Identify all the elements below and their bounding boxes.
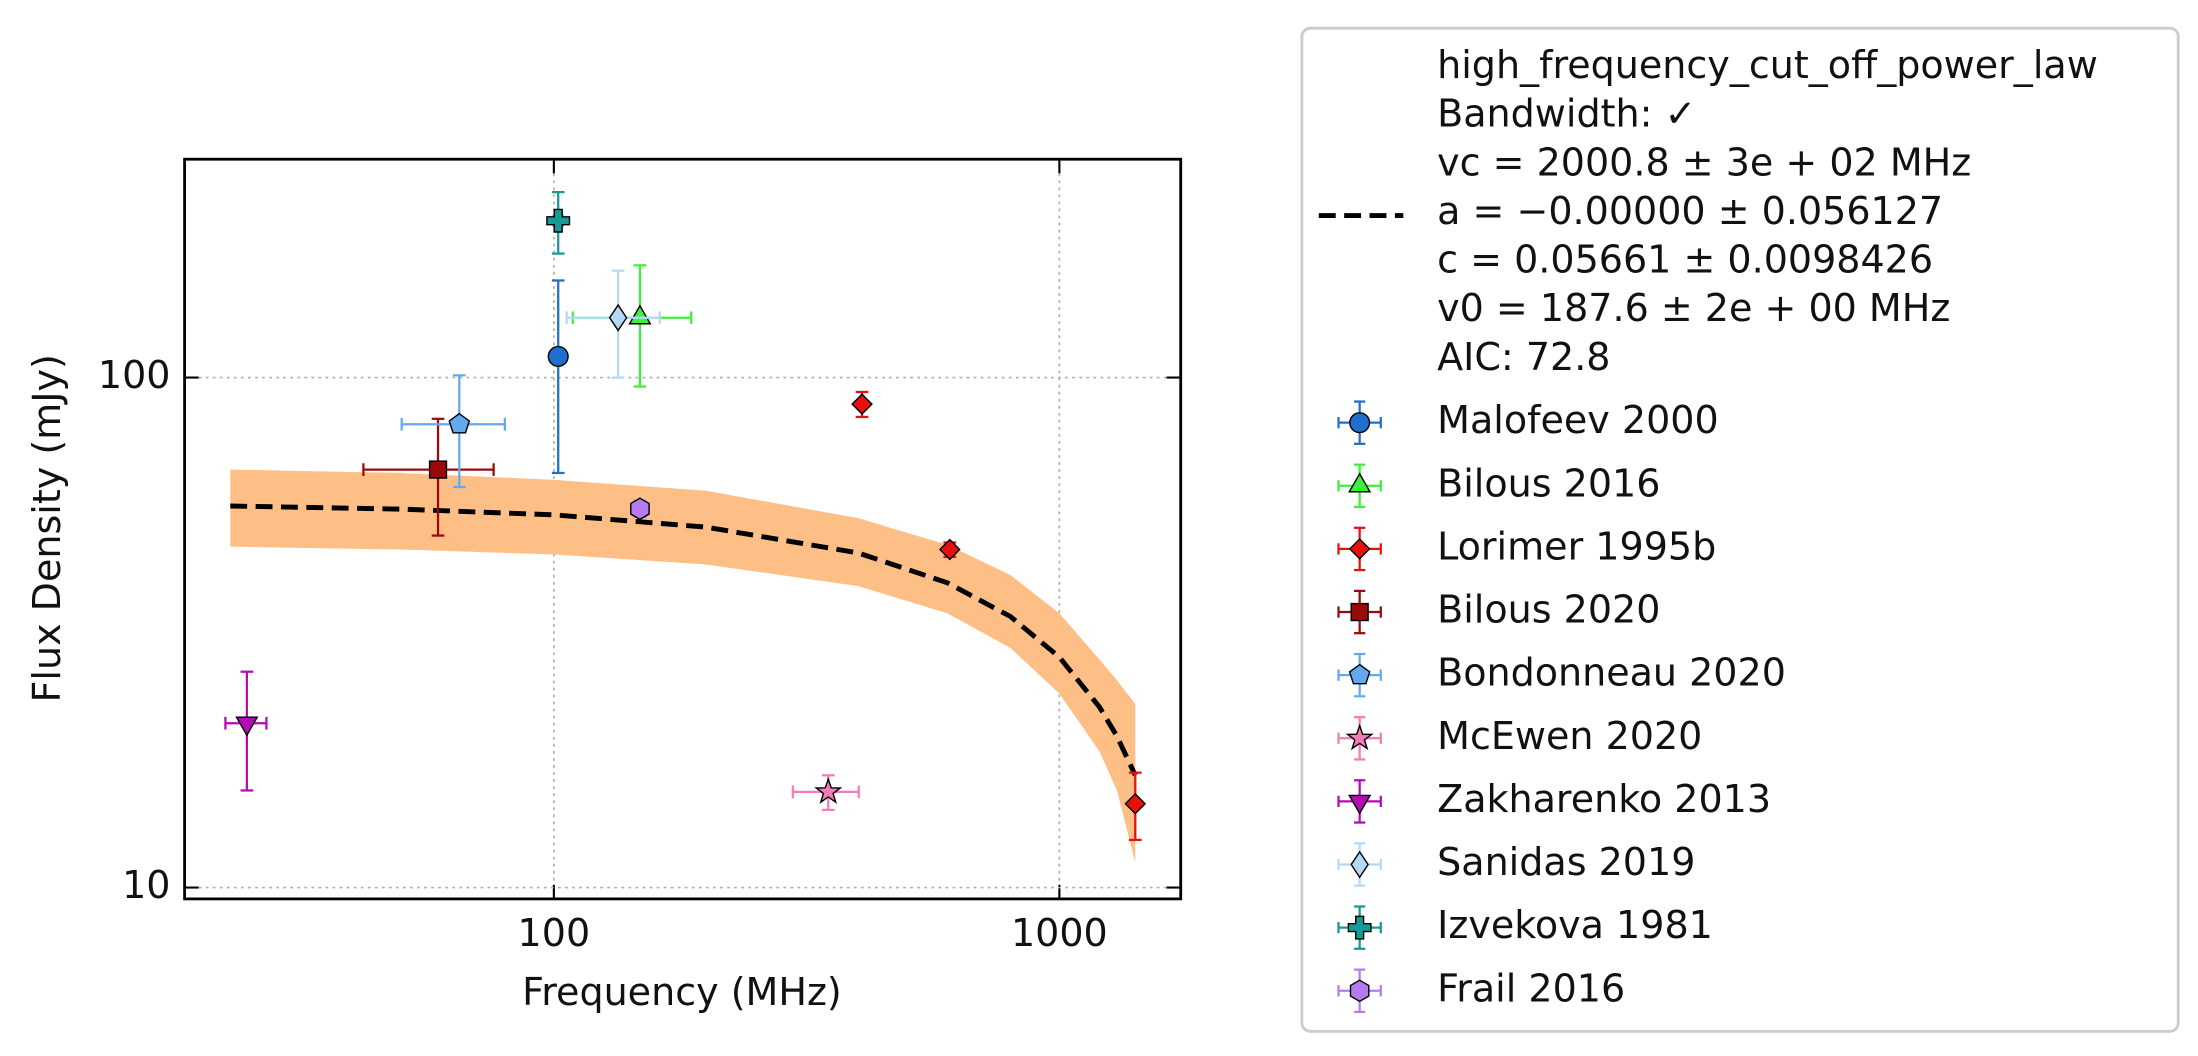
marker (1348, 472, 1372, 493)
marker (628, 304, 652, 325)
marker (1349, 979, 1370, 1003)
marker (608, 303, 628, 332)
marker (938, 538, 961, 561)
legend-label: Malofeev 2000 (1437, 398, 1719, 442)
fit-band (230, 469, 1136, 863)
legend-fit-label: vc = 2000.8 ± 3e + 02 MHz (1437, 140, 1971, 184)
y-tick-label: 100 (98, 353, 171, 397)
marker (1350, 602, 1369, 622)
legend-label: Lorimer 1995b (1437, 524, 1716, 568)
plot-frame (183, 157, 1183, 901)
marker (1347, 915, 1372, 940)
marker (1350, 850, 1369, 879)
marker (547, 345, 569, 368)
x-error-bar (362, 463, 495, 476)
marker (546, 208, 571, 233)
x-tick-label: 100 (518, 911, 591, 955)
marker (630, 497, 650, 521)
marker (448, 412, 471, 434)
marker (1345, 723, 1374, 751)
y-tick-label: 10 (122, 863, 170, 907)
legend-box (1300, 26, 2180, 1033)
legend-label: Bilous 2020 (1437, 588, 1660, 632)
marker (235, 716, 259, 737)
y-axis-label: Flux Density (mJy) (25, 354, 69, 702)
marker (814, 777, 843, 804)
legend-fit-label: high_frequency_cut_off_power_law (1437, 43, 2098, 87)
marker (1124, 792, 1147, 815)
legend-label: Sanidas 2019 (1437, 840, 1695, 884)
x-axis-label: Frequency (MHz) (522, 970, 842, 1014)
legend-label: Bilous 2016 (1437, 461, 1660, 505)
marker (1348, 663, 1371, 685)
legend-label: Zakharenko 2013 (1437, 777, 1771, 821)
marker (428, 460, 448, 479)
legend-fit-label: c = 0.05661 ± 0.0098426 (1437, 238, 1933, 282)
y-error-bar (551, 279, 565, 475)
legend-label: Bondonneau 2020 (1437, 651, 1786, 695)
fit-line (230, 503, 1138, 777)
legend-fit-label: AIC: 72.8 (1437, 335, 1610, 379)
marker (1348, 538, 1371, 560)
marker (1348, 794, 1372, 815)
marker (1349, 412, 1371, 434)
legend-label: Frail 2016 (1437, 966, 1625, 1010)
marker (851, 393, 873, 415)
legend-label: McEwen 2020 (1437, 714, 1702, 758)
legend-fit-label: a = −0.00000 ± 0.056127 (1437, 189, 1943, 233)
legend-fit-label: Bandwidth: ✓ (1437, 92, 1696, 136)
x-tick-label: 1000 (1011, 911, 1108, 955)
y-error-bar (633, 264, 647, 388)
legend-fit-label: v0 = 187.6 ± 2e + 00 MHz (1437, 286, 1950, 330)
legend-label: Izvekova 1981 (1437, 903, 1713, 947)
